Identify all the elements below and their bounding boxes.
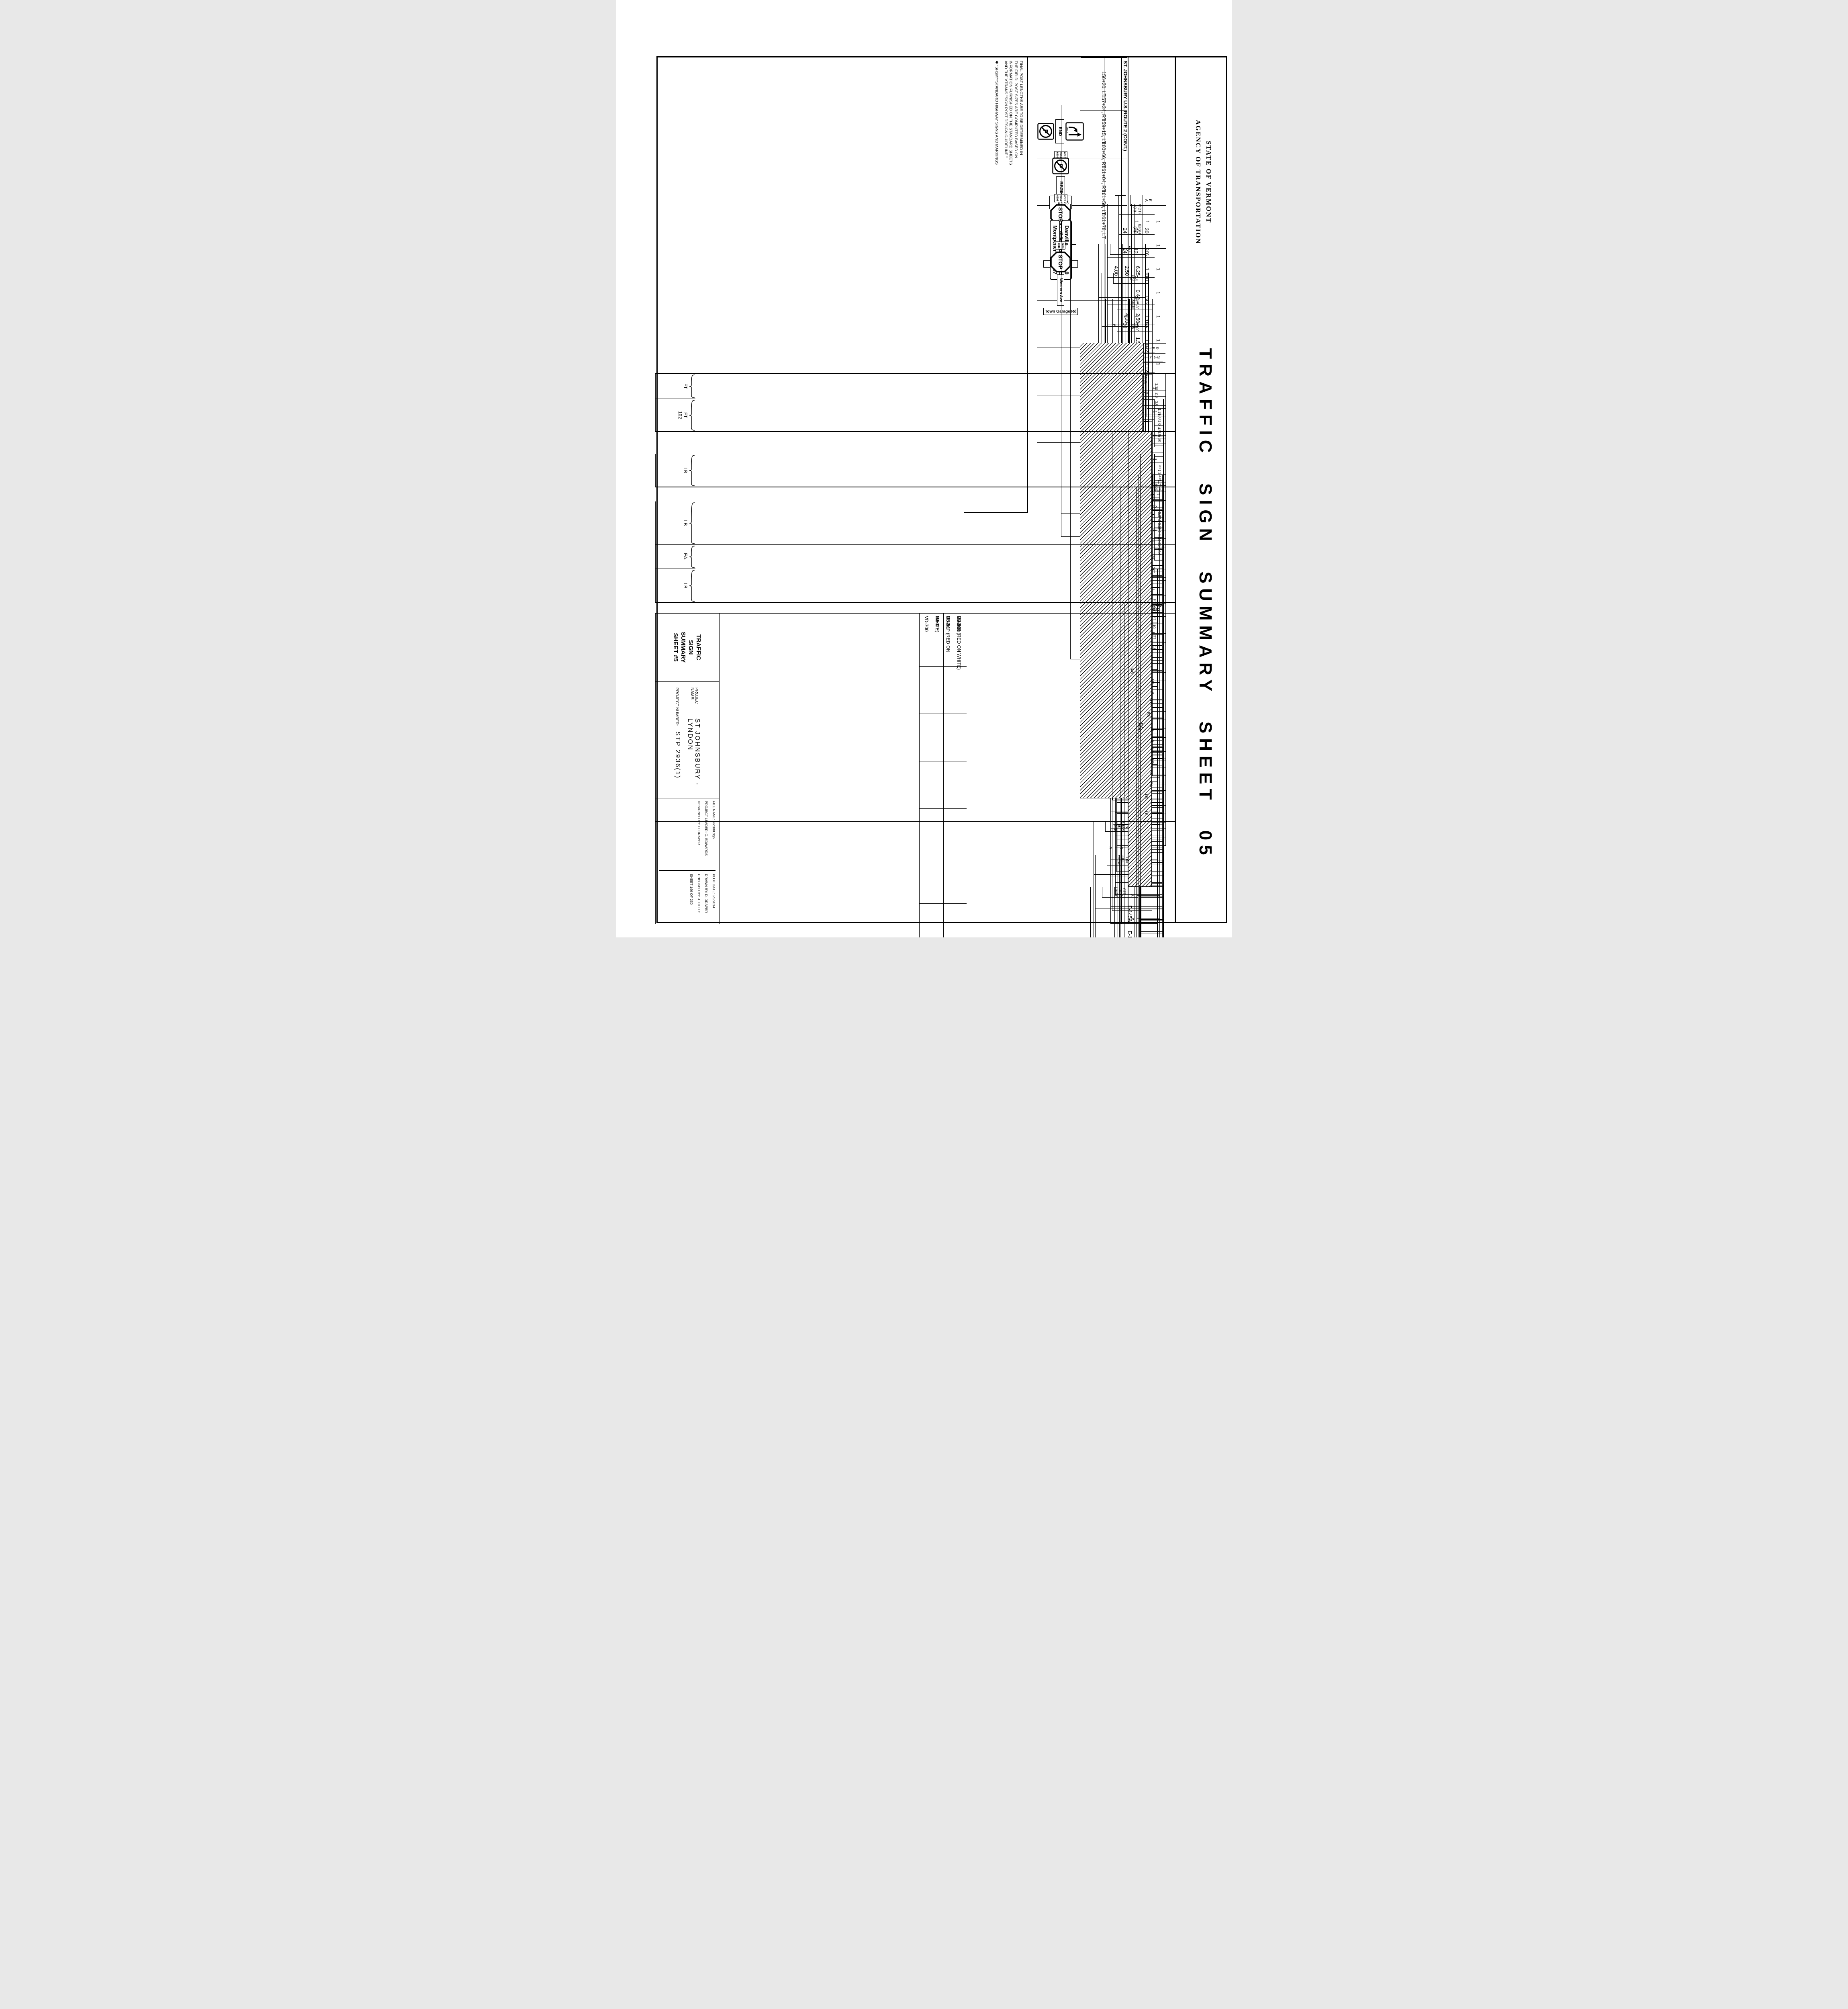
titleblock-project: PROJECT NAME: ST JOHNSBURY - LYNDON PROJEC… [655, 682, 719, 798]
value-line [1102, 887, 1113, 937]
group-total: FT [682, 383, 687, 389]
agency-line1: STATE OF VERMONT [1204, 141, 1212, 223]
project-label: PROJECT NAME: [689, 687, 699, 706]
sheet-page: STATE OF VERMONT AGENCY OF TRANSPORTATIO… [616, 0, 1232, 937]
credit-line: DRAWN BY: D. DRAPER [704, 874, 708, 913]
group-total: LB [682, 467, 687, 473]
project-row: PROJECT NUMBER: STP 2936(1) [673, 687, 681, 798]
masthead: STATE OF VERMONT AGENCY OF TRANSPORTATIO… [1176, 57, 1226, 922]
brace [689, 374, 695, 398]
group-total: LB [682, 583, 687, 589]
sign-legend-cell: B-B 0020 0311 STOP Western Ave Town Garage R… [1036, 105, 1084, 443]
credits-col-plot: PLOT DATE: 5/5/2014 DRAWN BY: D. DRAPER CH… [658, 870, 716, 921]
empty-row-cell [943, 613, 967, 937]
svg-text:STOP: STOP [1057, 255, 1063, 270]
project-label: PROJECT NUMBER: [674, 687, 679, 726]
credit-line: DESIGNED BY: D. DRAPER [697, 801, 701, 845]
project-value: STP 2936(1) [674, 731, 681, 779]
total-value-cell [1124, 603, 1164, 937]
credits-col-design: FILE NAME: pllc308.dgn PROJECT LEADER: G.… [659, 801, 715, 866]
group-total: FT 102 [677, 411, 687, 419]
group-header-sign-detail: SIGN DETAIL [1061, 821, 1072, 822]
agency-line2: AGENCY OF TRANSPORTATION [1194, 120, 1202, 244]
value-line: R1-1 [934, 616, 939, 626]
svg-text:P: P [1042, 129, 1049, 134]
sign-legend-cell: PBEGIN [1036, 105, 1084, 253]
sheet-frame: STATE OF VERMONT AGENCY OF TRANSPORTATIO… [655, 56, 1227, 937]
svg-text:STOP: STOP [1057, 207, 1063, 222]
credit-line: PLOT DATE: 5/5/2014 [711, 874, 716, 908]
stop-sign-icon: STOP [1050, 204, 1071, 225]
stop-sign-icon: STOP [1050, 252, 1071, 273]
project-value: ST JOHNSBURY - LYNDON [686, 718, 701, 786]
titleblock-sheet-name: TRAFFIC SIGN SUMMARY SHEET #5 [655, 613, 719, 682]
notes-block: FINAL POST LENGTHS ARE TO BE DETERMINED … [963, 57, 1028, 513]
brace [689, 455, 695, 486]
credit-line: FILE NAME: pllc308.dgn [711, 801, 716, 839]
credit-line: SHEET 146 OF 250 [689, 874, 693, 905]
note-shsm: ✱ "SHSM"=STANDARD HIGHWAY SIGNS AND MARK… [994, 61, 999, 165]
note-post-lengths: FINAL POST LENGTHS ARE TO BE DETERMINED … [1003, 61, 1023, 165]
no-parking-symbol-icon: P [1052, 157, 1069, 174]
value-line: VD-700 [923, 616, 928, 632]
agency-name: STATE OF VERMONT AGENCY OF TRANSPORTATIO… [1193, 70, 1214, 295]
titleblock-credits: FILE NAME: pllc308.dgn PROJECT LEADER: G.… [656, 798, 719, 924]
lane-arrow-sign-icon: ONLY [1065, 122, 1084, 141]
brace [689, 570, 695, 602]
title-block: TRAFFIC SIGN SUMMARY SHEET #5 PROJECT NAM… [655, 613, 720, 924]
credit-line: PROJECT LEADER: G. EDWARDS [704, 801, 708, 856]
landscape-plan-sheet: STATE OF VERMONT AGENCY OF TRANSPORTATIO… [616, 0, 1232, 937]
legend-group: B-B 0020 0311 STOP Western Ave Town Garage R… [1043, 232, 1078, 315]
svg-text:P: P [1057, 164, 1063, 168]
sign-summary-table: MILEMARKER, STATION, OR SIGN NUMBERSIGN … [655, 57, 1176, 937]
legend-group: PBEGIN [1052, 157, 1069, 200]
group-total: LB [682, 520, 687, 526]
project-row: PROJECT NAME: ST JOHNSBURY - LYNDON [686, 687, 701, 798]
sheet-title: TRAFFIC SIGN SUMMARY SHEET 05 [1195, 348, 1215, 860]
group-total: EA. [682, 553, 687, 561]
legend-group: ONLYENDP [1037, 119, 1084, 143]
brace [689, 546, 695, 568]
sign-legend-cell: ONLYENDP [1036, 105, 1084, 158]
credit-line: CHECKED BY: J. LITTLE [697, 874, 701, 913]
value-line: E-138 [1092, 887, 1102, 937]
no-parking-symbol-icon: P [1037, 123, 1054, 140]
brace [689, 400, 695, 431]
svg-text:ONLY: ONLY [1066, 127, 1068, 133]
brace [689, 502, 695, 544]
